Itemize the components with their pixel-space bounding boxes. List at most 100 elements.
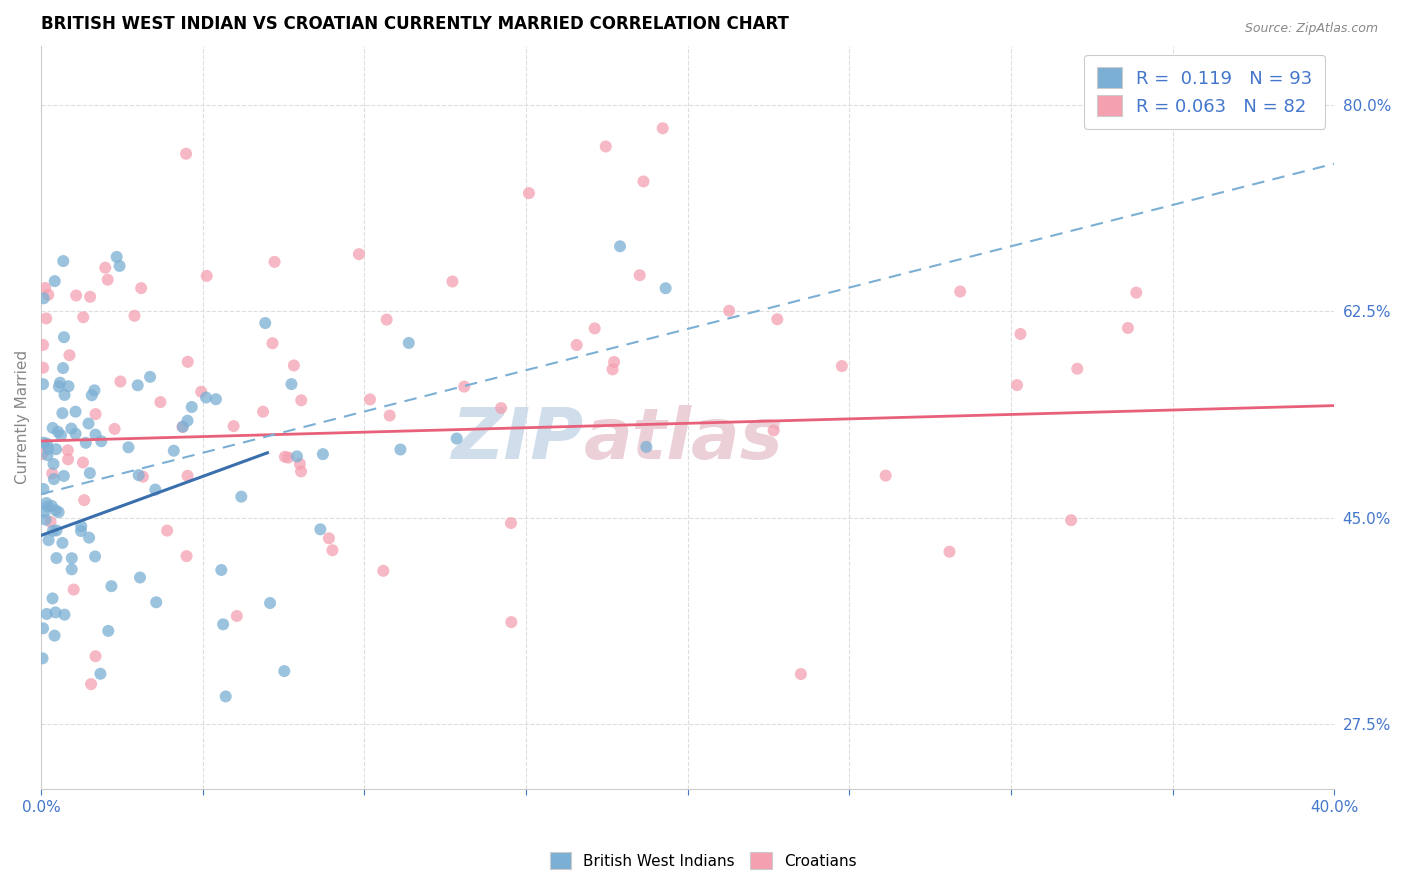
Point bbox=[53, 607, 76, 622]
Point bbox=[108, 259, 131, 273]
Point bbox=[375, 312, 398, 326]
Point bbox=[94, 260, 117, 275]
Point bbox=[48, 379, 70, 393]
Point bbox=[1005, 378, 1028, 392]
Point bbox=[45, 503, 67, 517]
Point bbox=[489, 401, 512, 415]
Point bbox=[283, 359, 305, 373]
Point bbox=[34, 281, 56, 295]
Point bbox=[1125, 285, 1147, 300]
Point bbox=[37, 448, 59, 462]
Point bbox=[56, 443, 79, 458]
Point bbox=[53, 388, 76, 402]
Point bbox=[34, 505, 56, 519]
Point bbox=[285, 450, 308, 464]
Point bbox=[80, 677, 103, 691]
Point bbox=[60, 551, 83, 566]
Point bbox=[73, 493, 96, 508]
Point bbox=[35, 496, 58, 510]
Point bbox=[37, 500, 59, 514]
Point bbox=[875, 468, 897, 483]
Point bbox=[290, 464, 312, 478]
Text: ZIP: ZIP bbox=[451, 405, 585, 475]
Point bbox=[499, 516, 522, 530]
Point bbox=[31, 651, 53, 665]
Point bbox=[84, 407, 107, 421]
Point bbox=[32, 482, 55, 496]
Point bbox=[100, 579, 122, 593]
Point bbox=[190, 384, 212, 399]
Point bbox=[949, 285, 972, 299]
Point bbox=[34, 513, 56, 527]
Point bbox=[163, 443, 186, 458]
Point bbox=[180, 400, 202, 414]
Point bbox=[441, 275, 464, 289]
Point bbox=[312, 447, 335, 461]
Point bbox=[263, 255, 285, 269]
Point bbox=[42, 472, 65, 486]
Point bbox=[52, 254, 75, 268]
Point bbox=[254, 316, 277, 330]
Point bbox=[398, 335, 420, 350]
Point bbox=[654, 281, 676, 295]
Point bbox=[277, 450, 299, 465]
Point bbox=[262, 336, 284, 351]
Point bbox=[215, 690, 238, 704]
Point bbox=[651, 121, 673, 136]
Point bbox=[718, 303, 741, 318]
Point bbox=[44, 606, 66, 620]
Point bbox=[831, 359, 853, 373]
Point bbox=[41, 591, 63, 606]
Point bbox=[72, 310, 94, 325]
Point bbox=[97, 624, 120, 638]
Point bbox=[790, 667, 813, 681]
Point bbox=[195, 268, 218, 283]
Point bbox=[84, 549, 107, 564]
Point bbox=[252, 405, 274, 419]
Point bbox=[259, 596, 281, 610]
Point bbox=[603, 355, 626, 369]
Point bbox=[89, 666, 111, 681]
Point bbox=[378, 409, 401, 423]
Point bbox=[222, 419, 245, 434]
Point bbox=[446, 432, 468, 446]
Point bbox=[41, 499, 63, 513]
Point bbox=[83, 384, 105, 398]
Legend: R =  0.119   N = 93, R = 0.063   N = 82: R = 0.119 N = 93, R = 0.063 N = 82 bbox=[1084, 54, 1324, 129]
Point bbox=[105, 250, 128, 264]
Point bbox=[176, 549, 198, 563]
Point bbox=[79, 466, 101, 480]
Point bbox=[37, 442, 59, 456]
Point bbox=[35, 436, 58, 450]
Point bbox=[1066, 361, 1088, 376]
Point bbox=[117, 440, 139, 454]
Point bbox=[288, 457, 311, 471]
Point bbox=[636, 440, 658, 454]
Point bbox=[309, 522, 332, 536]
Point bbox=[373, 564, 395, 578]
Point bbox=[79, 290, 101, 304]
Point bbox=[149, 395, 172, 409]
Point bbox=[51, 536, 73, 550]
Point bbox=[274, 450, 297, 464]
Point bbox=[41, 421, 63, 435]
Point bbox=[273, 664, 295, 678]
Point bbox=[49, 428, 72, 442]
Point bbox=[41, 467, 63, 481]
Point bbox=[103, 422, 125, 436]
Point bbox=[177, 355, 200, 369]
Text: Source: ZipAtlas.com: Source: ZipAtlas.com bbox=[1244, 22, 1378, 36]
Point bbox=[31, 447, 53, 461]
Y-axis label: Currently Married: Currently Married bbox=[15, 351, 30, 484]
Point bbox=[39, 515, 62, 529]
Point bbox=[75, 435, 97, 450]
Point bbox=[65, 426, 87, 441]
Point bbox=[45, 442, 67, 457]
Point bbox=[195, 391, 218, 405]
Text: atlas: atlas bbox=[585, 405, 785, 475]
Point bbox=[139, 369, 162, 384]
Point bbox=[70, 519, 93, 533]
Point bbox=[127, 378, 149, 392]
Point bbox=[290, 393, 312, 408]
Point bbox=[209, 563, 232, 577]
